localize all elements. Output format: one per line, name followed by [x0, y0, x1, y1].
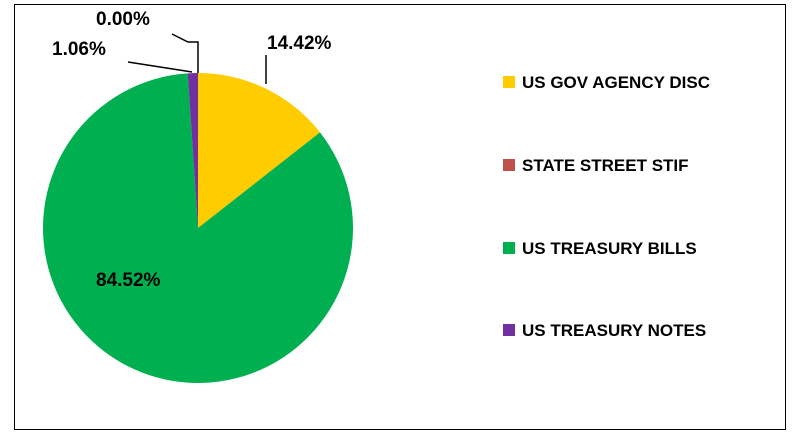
- leader-lines: [127, 33, 267, 84]
- pie-slice-us-treasury-notes: [187, 73, 198, 228]
- pie-slices: [43, 73, 354, 384]
- legend-swatch-us-treasury-bills: [503, 242, 515, 254]
- data-label-us-treasury-notes: 1.06%: [52, 39, 106, 60]
- legend-swatch-us-gov-agency-disc: [503, 76, 515, 88]
- pie-slice-us-gov-agency-disc: [198, 73, 320, 228]
- data-label-us-treasury-bills: 84.52%: [96, 270, 161, 291]
- pie-slice-us-treasury-bills: [43, 73, 354, 384]
- legend-label-us-gov-agency-disc: US GOV AGENCY DISC: [522, 73, 710, 92]
- leader-line-us-treasury-notes: [127, 61, 193, 73]
- legend-label-us-treasury-notes: US TREASURY NOTES: [522, 321, 706, 340]
- legend-label-state-street-stif: STATE STREET STIF: [522, 156, 689, 175]
- legend-label-us-treasury-bills: US TREASURY BILLS: [522, 239, 697, 258]
- legend-swatch-us-treasury-notes: [503, 324, 515, 336]
- legend-swatch-state-street-stif: [503, 159, 515, 171]
- data-label-state-street-stif: 0.00%: [96, 9, 150, 30]
- leader-line-state-street-stif: [171, 33, 199, 73]
- data-label-us-gov-agency-disc: 14.42%: [267, 33, 332, 54]
- legend: US GOV AGENCY DISC STATE STREET STIF US …: [503, 73, 710, 340]
